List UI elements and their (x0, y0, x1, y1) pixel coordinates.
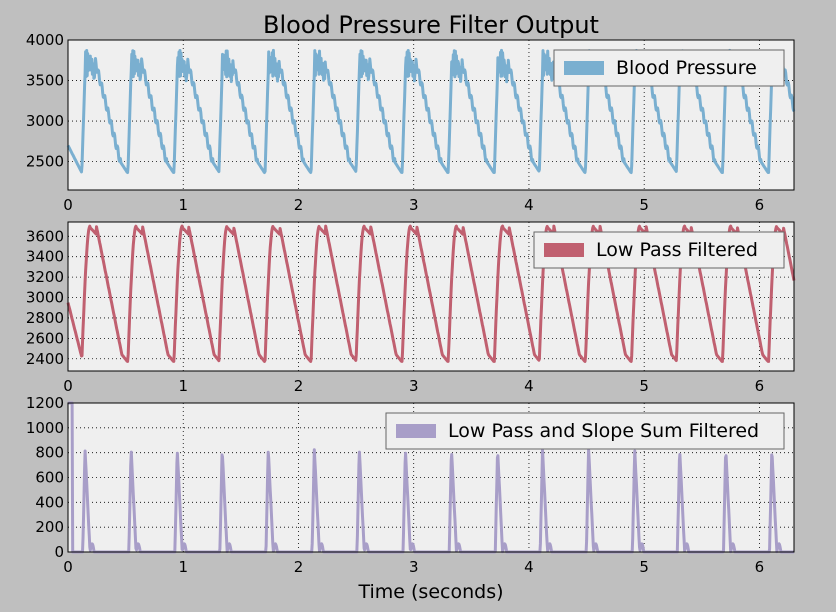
x-tick-label: 5 (639, 196, 649, 214)
legend-label: Low Pass Filtered (596, 239, 758, 261)
y-tick-label: 3600 (26, 227, 64, 245)
y-tick-label: 2600 (26, 329, 64, 347)
x-tick-label: 4 (524, 377, 534, 395)
x-tick-label: 3 (409, 558, 419, 576)
legend: Blood Pressure (553, 49, 785, 87)
x-tick-label: 1 (178, 196, 188, 214)
legend-label: Low Pass and Slope Sum Filtered (448, 420, 759, 442)
legend-swatch (544, 243, 584, 257)
legend-swatch (396, 424, 436, 438)
chart-title: Blood Pressure Filter Output (263, 11, 599, 39)
y-tick-label: 1200 (26, 394, 64, 412)
x-tick-label: 3 (409, 196, 419, 214)
legend-swatch (564, 61, 604, 75)
plot-frame (67, 402, 795, 553)
x-tick-label: 6 (755, 377, 765, 395)
y-tick-label: 3400 (26, 248, 64, 266)
x-tick-label: 3 (409, 377, 419, 395)
x-tick-label: 6 (755, 558, 765, 576)
x-tick-label: 2 (294, 196, 304, 214)
y-tick-label: 2800 (26, 309, 64, 327)
panel-1: 0 1 2 3 4 5 6 2500 3000 3500 4000 Blood Pressure (26, 31, 796, 214)
y-tick-label: 800 (35, 444, 64, 462)
x-tick-label: 0 (63, 377, 73, 395)
x-tick-label: 6 (755, 196, 765, 214)
y-tick-label: 3000 (26, 289, 64, 307)
series-line (66, 48, 796, 174)
legend: Low Pass Filtered (533, 231, 785, 269)
legend-box (385, 412, 785, 450)
y-tick-label: 3200 (26, 268, 64, 286)
y-tick-label: 1000 (26, 419, 64, 437)
y-tick-label: 400 (35, 493, 64, 511)
y-tick-label: 600 (35, 469, 64, 487)
x-tick-label: 4 (524, 196, 534, 214)
x-tick-label: 2 (294, 558, 304, 576)
y-tick-label: 4000 (26, 31, 64, 49)
plot-frame (67, 39, 795, 191)
x-tick-label: 5 (639, 558, 649, 576)
y-tick-label: 2400 (26, 350, 64, 368)
y-tick-label: 3000 (26, 112, 64, 130)
legend-label: Blood Pressure (616, 57, 757, 79)
x-tick-label: 5 (639, 377, 649, 395)
legend: Low Pass and Slope Sum Filtered (385, 412, 785, 450)
y-tick-label: 0 (54, 543, 64, 561)
x-tick-label: 2 (294, 377, 304, 395)
y-tick-label: 3500 (26, 72, 64, 90)
plot-frame (67, 221, 795, 372)
y-tick-label: 200 (35, 518, 64, 536)
series-line (66, 224, 796, 363)
x-tick-label: 0 (63, 558, 73, 576)
x-tick-label: 1 (178, 558, 188, 576)
x-tick-label: 1 (178, 377, 188, 395)
x-tick-label: 4 (524, 558, 534, 576)
panel-3: 0 1 2 3 4 5 6 0 200 400 600 800 1000 1200 Low Pass and… (26, 394, 795, 576)
y-tick-label: 2500 (26, 153, 64, 171)
x-tick-label: 0 (63, 196, 73, 214)
panel-2: 0 1 2 3 4 5 6 2400 2600 2800 3000 3200 3400 3600 Low P… (26, 221, 796, 395)
x-axis-label: Time (seconds) (357, 581, 503, 603)
